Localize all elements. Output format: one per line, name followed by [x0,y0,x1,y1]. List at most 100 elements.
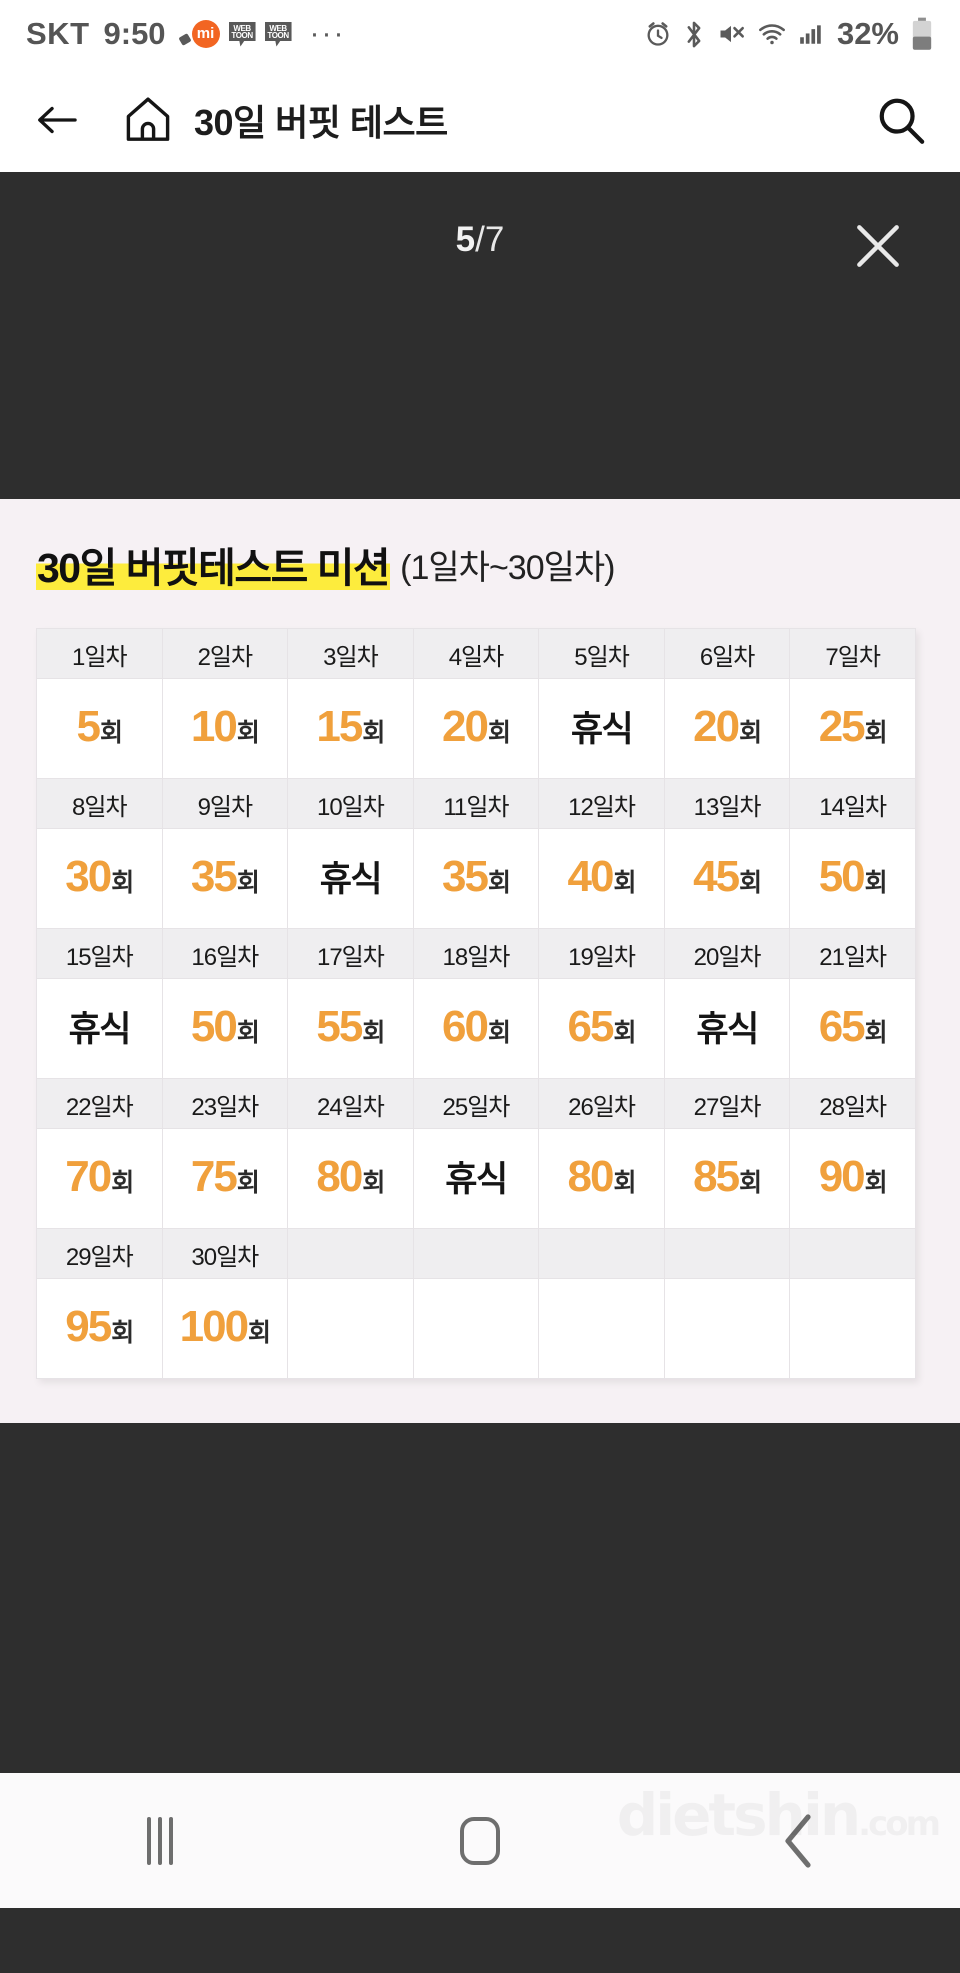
day-cell: 2일차 [161,628,289,680]
rep-count: 50 [818,851,866,901]
table-row-values: 95회 100회 [36,1278,916,1380]
rep-count: 35 [190,851,238,901]
home-button[interactable] [320,1816,640,1865]
value-cell: 10회 [161,678,289,780]
rep-unit: 회 [111,868,134,897]
home-button-icon [460,1816,500,1865]
rep-count: 60 [441,1001,489,1051]
rep-unit: 회 [362,1168,385,1197]
rep-unit: 회 [111,1168,134,1197]
home-icon[interactable] [122,94,174,146]
value-cell: 70회 [36,1128,163,1230]
day-cell: 21일차 [789,928,916,980]
day-cell: 8일차 [36,778,163,830]
rep-unit: 회 [864,1168,888,1197]
rep-unit: 회 [236,718,260,747]
webtoon-icon: WEB TOON [264,21,292,47]
rest-label: 휴식 [319,860,383,900]
rep-unit: 회 [739,1168,762,1197]
day-cell: 28일차 [789,1078,916,1130]
empty-day-cell [538,1228,665,1280]
rep-count: 10 [190,701,238,751]
mission-title-highlight: 30일 버핏테스트 미션 [36,545,391,591]
recents-icon [147,1816,173,1865]
day-cell: 22일차 [36,1078,163,1130]
rep-count: 65 [567,1001,615,1051]
value-cell: 40회 [538,828,665,930]
rep-count: 30 [65,851,112,901]
table-row-values: 70회 75회 80회 휴식 80회 85회 90회 [36,1128,916,1230]
value-cell: 35회 [412,828,540,930]
rep-count: 50 [190,1001,238,1051]
rep-unit: 회 [362,1018,385,1047]
close-icon [857,225,899,267]
rep-unit: 회 [864,1018,888,1047]
value-cell: 65회 [789,978,916,1080]
image-viewer-bottom [0,1423,960,1774]
rep-unit: 회 [739,868,762,897]
value-cell: 80회 [287,1128,414,1230]
back-arrow-icon[interactable] [34,100,80,140]
rep-unit: 회 [248,1318,271,1347]
mi-fit-icon: mi [191,20,220,48]
day-cell: 15일차 [36,928,163,980]
value-cell: 90회 [789,1128,916,1230]
webtoon-line1: WEB [233,24,251,33]
day-cell: 7일차 [789,628,916,680]
value-cell: 55회 [287,978,414,1080]
image-viewer-top: 5/7 [0,172,960,499]
rep-unit: 회 [613,868,637,897]
total-pages: /7 [475,220,505,259]
rep-count: 100 [179,1301,249,1351]
rep-count: 80 [316,1151,363,1201]
empty-value-cell [412,1278,540,1380]
battery-icon [912,17,932,50]
search-icon[interactable] [876,95,926,145]
recents-button[interactable] [0,1816,320,1865]
rep-unit: 회 [487,868,511,897]
value-cell: 15회 [287,678,414,780]
day-cell: 30일차 [161,1228,289,1280]
rep-unit: 회 [613,1018,637,1047]
mission-table-wrap: 1일차 2일차 3일차 4일차 5일차 6일차 7일차 5회 10회 15회 2… [0,628,960,1380]
rep-count: 20 [441,701,489,751]
rep-unit: 회 [864,718,888,747]
value-cell: 20회 [663,678,791,780]
day-cell: 5일차 [538,628,665,680]
empty-day-cell [663,1228,791,1280]
value-cell: 30회 [36,828,163,930]
table-row-values: 30회 35회 휴식 35회 40회 45회 50회 [36,828,916,930]
rep-count: 45 [693,851,740,901]
alarm-icon [647,22,669,46]
day-cell: 10일차 [287,778,414,830]
page-title: 30일 버핏 테스트 [194,102,448,143]
app-bar: 30일 버핏 테스트 [0,68,960,172]
mute-icon [720,25,744,43]
rep-count: 95 [65,1301,112,1351]
day-cell: 19일차 [538,928,665,980]
wifi-icon [759,24,785,45]
day-cell: 6일차 [663,628,791,680]
page-counter: 5/7 [0,220,960,260]
clock-label: 9:50 [103,16,166,51]
rep-count: 70 [65,1151,112,1201]
back-button[interactable] [640,1811,960,1871]
close-button[interactable] [846,214,910,278]
day-cell: 17일차 [287,928,414,980]
battery-percent-label: 32% [836,16,899,51]
empty-value-cell [538,1278,665,1380]
day-cell: 23일차 [161,1078,289,1130]
empty-day-cell [789,1228,916,1280]
value-cell: 45회 [663,828,791,930]
day-cell: 16일차 [161,928,289,980]
value-cell: 휴식 [36,978,163,1080]
value-cell: 65회 [538,978,665,1080]
value-cell: 75회 [161,1128,289,1230]
mission-title-range: (1일차~30일차) [400,548,615,587]
day-cell: 25일차 [412,1078,540,1130]
day-cell: 1일차 [36,628,163,680]
value-cell: 95회 [36,1278,163,1380]
mission-heading: 30일 버핏테스트 미션 (1일차~30일차) [0,545,960,591]
table-row-values: 휴식 50회 55회 60회 65회 휴식 65회 [36,978,916,1080]
empty-value-cell [287,1278,414,1380]
